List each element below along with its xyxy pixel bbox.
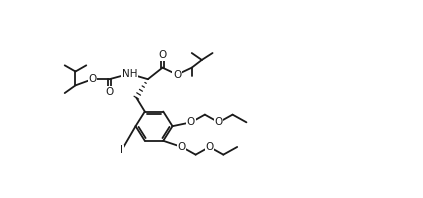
Text: O: O — [187, 117, 195, 127]
Text: NH: NH — [122, 69, 137, 79]
Text: O: O — [158, 50, 167, 60]
Text: O: O — [205, 142, 214, 152]
Text: O: O — [214, 117, 223, 127]
Text: O: O — [105, 87, 113, 96]
Text: O: O — [173, 69, 181, 80]
Text: O: O — [88, 74, 96, 84]
Text: I: I — [120, 145, 123, 155]
Text: O: O — [178, 142, 186, 152]
